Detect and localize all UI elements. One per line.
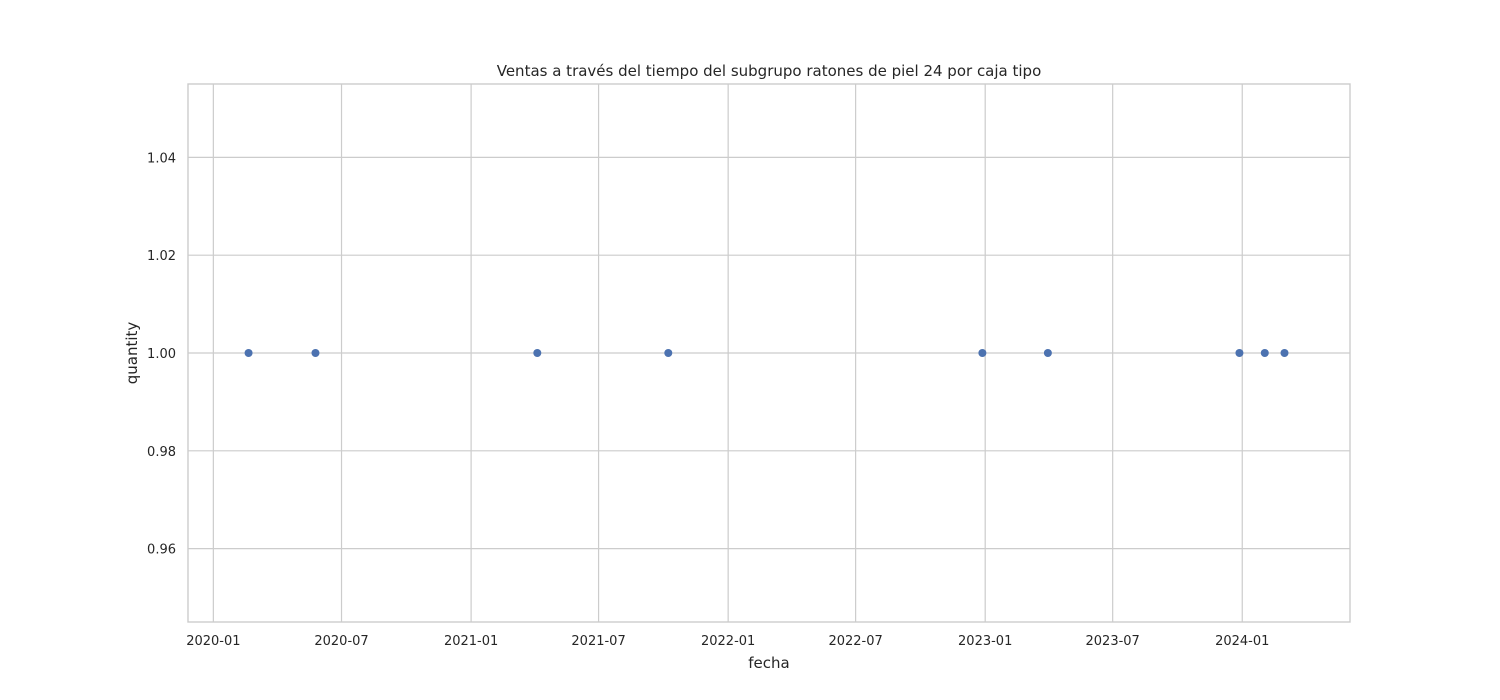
plot-frame <box>187 83 1351 623</box>
data-point <box>1280 349 1289 357</box>
data-point <box>1260 349 1269 357</box>
data-point <box>1043 349 1052 357</box>
y-tick-label: 0.96 <box>147 543 176 558</box>
y-tick-labels: 0.96 0.98 1.00 1.02 1.04 <box>147 151 176 557</box>
data-point <box>978 349 987 357</box>
data-point <box>1235 349 1244 357</box>
y-tick-label: 1.02 <box>147 249 176 264</box>
x-tick-label: 2022-07 <box>828 634 882 649</box>
chart-title: Ventas a través del tiempo del subgrupo … <box>497 62 1042 80</box>
grid <box>188 84 1350 622</box>
x-tick-label: 2022-01 <box>701 634 755 649</box>
data-points <box>244 349 1289 357</box>
x-tick-label: 2024-01 <box>1215 634 1269 649</box>
data-point <box>244 349 253 357</box>
x-tick-labels: 2020-01 2020-07 2021-01 2021-07 2022-01 2022-… <box>186 634 1269 649</box>
y-axis-label: quantity <box>123 322 141 385</box>
y-tick-label: 1.04 <box>147 151 176 166</box>
data-point <box>533 349 542 357</box>
x-tick-label: 2021-07 <box>571 634 625 649</box>
x-tick-label: 2020-01 <box>186 634 240 649</box>
data-point <box>664 349 673 357</box>
y-tick-label: 0.98 <box>147 445 176 460</box>
data-point <box>311 349 320 357</box>
x-tick-label: 2021-01 <box>444 634 498 649</box>
y-tick-label: 1.00 <box>147 347 176 362</box>
x-tick-label: 2020-07 <box>314 634 368 649</box>
x-tick-label: 2023-01 <box>958 634 1012 649</box>
x-tick-label: 2023-07 <box>1086 634 1140 649</box>
x-axis-label: fecha <box>748 654 789 672</box>
